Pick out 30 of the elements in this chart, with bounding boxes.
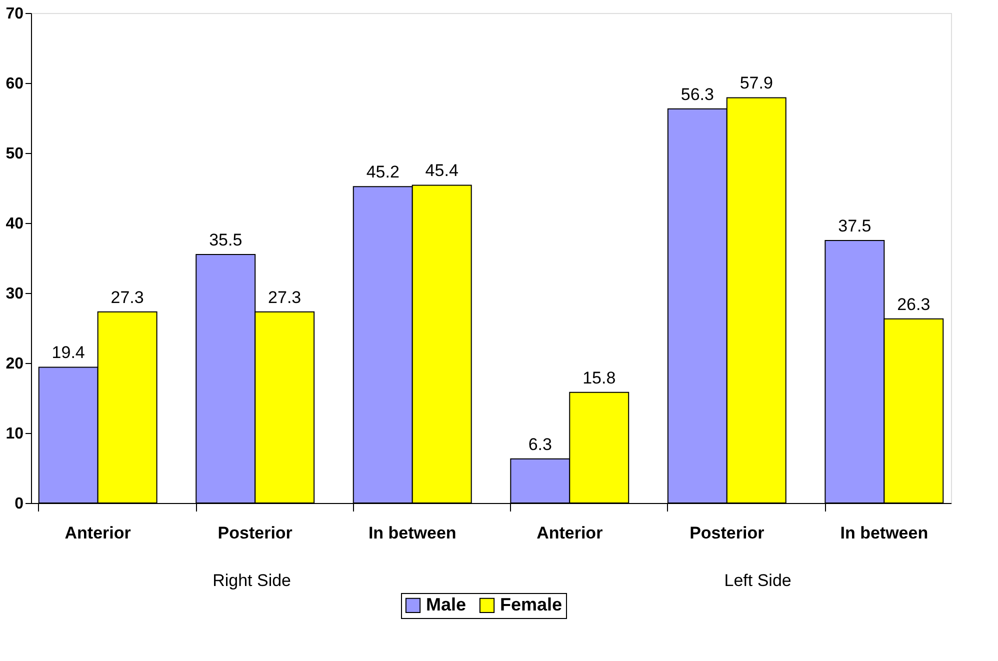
data-label: 26.3 — [897, 294, 930, 314]
x-tick-label: Anterior — [536, 524, 604, 542]
x-tick-label: Posterior — [218, 524, 293, 542]
data-label: 35.5 — [209, 230, 242, 250]
y-tick-label: 10 — [6, 426, 24, 442]
text: Right Side — [212, 571, 292, 590]
x-tick-label: In between — [368, 524, 456, 542]
y-tick-label: 0 — [14, 496, 24, 512]
legend-label: Female — [500, 594, 562, 614]
y-tick-label: 30 — [6, 286, 24, 302]
y-tick-label: 20 — [6, 356, 24, 372]
text: Left Side — [724, 571, 792, 590]
data-label: 45.2 — [366, 162, 400, 182]
data-label: 56.3 — [680, 84, 714, 104]
y-tick-label: 60 — [6, 76, 24, 92]
data-label: 15.8 — [582, 368, 616, 388]
data-label: 6.3 — [528, 434, 552, 454]
y-tick-label: 70 — [6, 6, 24, 22]
x-tick-label: Anterior — [64, 524, 132, 542]
data-label: 19.4 — [52, 343, 85, 362]
data-label: 37.5 — [838, 216, 872, 236]
data-label: 27.3 — [268, 288, 302, 307]
data-label: 57.9 — [740, 74, 773, 93]
x-tick-label: Posterior — [690, 524, 765, 542]
y-tick-label: 50 — [6, 146, 24, 162]
y-tick-label: 40 — [6, 216, 24, 232]
data-label: 45.4 — [425, 161, 458, 180]
data-label: 27.3 — [110, 288, 144, 307]
legend-label: Male — [426, 594, 466, 614]
x-tick-label: In between — [840, 524, 928, 542]
